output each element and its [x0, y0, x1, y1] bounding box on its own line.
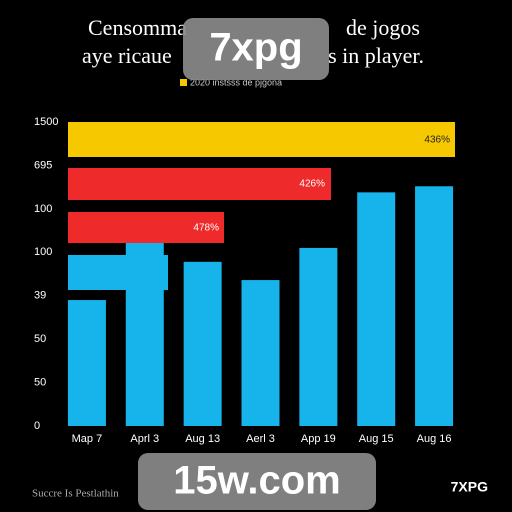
subtitle: 2020 instsss de pjgona — [190, 77, 282, 87]
legend-swatch — [180, 79, 187, 86]
bar — [241, 280, 280, 426]
y-tick-label: 39 — [34, 290, 46, 302]
watermark: 15w.com — [173, 459, 340, 503]
title-left-2: aye ricaue — [82, 43, 172, 68]
overlay-bar — [68, 122, 455, 157]
watermark-box — [183, 18, 329, 80]
title-right-2: s in player. — [328, 43, 424, 68]
bar — [299, 247, 338, 426]
y-tick-label: 50 — [34, 376, 46, 388]
y-tick-label: 0 — [34, 420, 40, 432]
plot: 0 50 50 39 100 100 695 1500 Map 7 Aprl 3 Aug 13 Aer… — [34, 116, 454, 445]
x-tick-label: Aug 13 — [185, 433, 220, 445]
annotation: 436% — [424, 135, 450, 146]
y-tick-label: 100 — [34, 203, 52, 215]
x-tick-label: Aug 15 — [359, 433, 394, 445]
bar — [183, 261, 222, 426]
x-tick-label: Aug 16 — [417, 433, 452, 445]
watermark-box — [138, 453, 376, 510]
x-tick-label: Aprl 3 — [130, 433, 159, 445]
title-right-1: de jogos — [346, 15, 420, 40]
x-tick-label: App 19 — [301, 433, 336, 445]
x-tick-label: Map 7 — [72, 433, 103, 445]
bar — [67, 300, 106, 426]
y-tick-label: 1500 — [34, 116, 58, 128]
brand: 7XPG — [451, 479, 488, 495]
annotation: 478% — [193, 223, 219, 234]
overlay-bar — [68, 168, 331, 200]
annotation: 426% — [299, 179, 325, 190]
footer: Succre Is Pestlathin — [32, 488, 119, 500]
overlay-bars: 436% 426% 478% — [68, 122, 455, 290]
title-left-1: Censomma — [88, 15, 187, 40]
bar — [125, 220, 164, 426]
y-tick-label: 695 — [34, 159, 52, 171]
overlay-bar — [68, 212, 224, 243]
watermark: 7xpg — [209, 26, 302, 70]
y-tick-label: 100 — [34, 246, 52, 258]
bar — [357, 192, 396, 426]
x-tick-label: Aerl 3 — [246, 433, 275, 445]
bar — [415, 186, 454, 426]
overlay-bar — [68, 255, 168, 290]
y-tick-label: 50 — [34, 333, 46, 345]
